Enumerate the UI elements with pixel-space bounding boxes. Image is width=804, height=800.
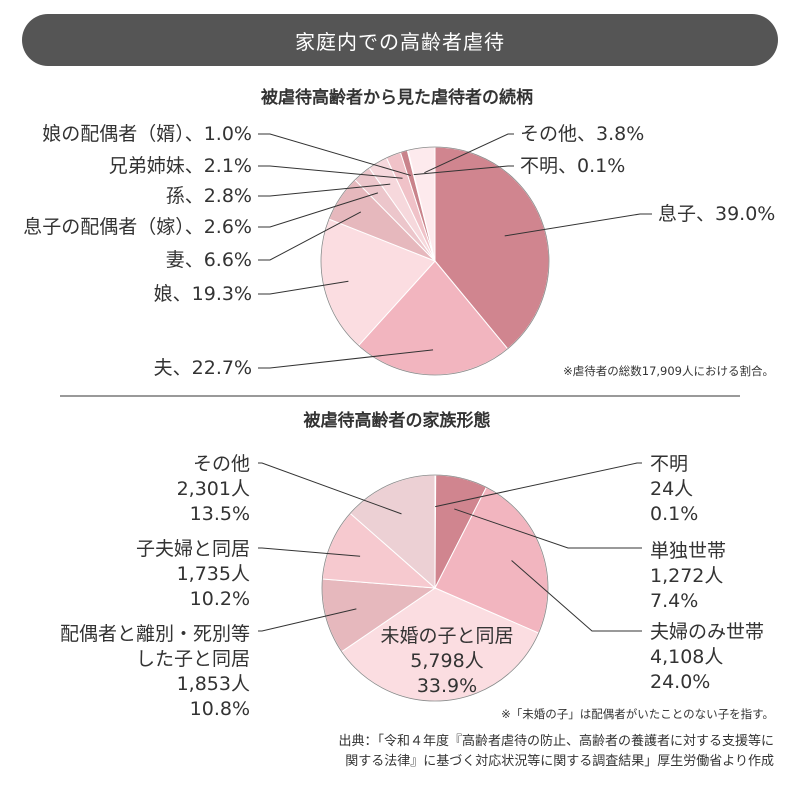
chart2-label-5-1: 1,735人 bbox=[177, 563, 250, 585]
chart1-leader-5 bbox=[258, 183, 391, 197]
chart2-label-1-1: 1,272人 bbox=[650, 565, 723, 587]
chart1-pie: 息子、39.0% 夫、22.7% 娘、19.3% 妻、6.6% 息子の配偶者（嫁）、2.… bbox=[23, 123, 775, 379]
chart2-label-6-2: 13.5% bbox=[190, 503, 250, 525]
chart1-leader-6 bbox=[258, 165, 403, 179]
chart2-label-1-2: 7.4% bbox=[650, 590, 698, 612]
chart2-leader-2 bbox=[511, 560, 642, 632]
chart1-leader-9 bbox=[424, 133, 514, 174]
chart1-leader-0 bbox=[504, 213, 652, 237]
chart2-label-4-3: 10.8% bbox=[190, 698, 250, 720]
chart2-label-3-0: 未婚の子と同居 bbox=[380, 625, 513, 647]
chart2-label-2-0: 夫婦のみ世帯 bbox=[650, 621, 764, 643]
chart2-note: ※「未婚の子」は配偶者がいたことのない子を指す。 bbox=[501, 707, 774, 721]
chart2-label-4-2: 1,853人 bbox=[177, 673, 250, 695]
chart1-label-7: 娘の配偶者（婿）、1.0% bbox=[42, 123, 252, 145]
chart2-label-0-0: 不明 bbox=[650, 453, 688, 475]
chart1-outline bbox=[320, 146, 550, 376]
chart1-label-1: 夫、22.7% bbox=[154, 357, 252, 379]
chart2-label-1-0: 単独世帯 bbox=[650, 540, 726, 562]
page-title-banner: 家庭内での高齢者虐待 bbox=[22, 14, 778, 66]
chart2-label-6-1: 2,301人 bbox=[177, 478, 250, 500]
chart1-label-9: その他、3.8% bbox=[520, 123, 644, 145]
chart1-leader-1 bbox=[258, 349, 434, 369]
chart2-leader-6 bbox=[258, 462, 402, 515]
chart2-label-5-2: 10.2% bbox=[190, 588, 250, 610]
chart1-label-8: 不明、0.1% bbox=[520, 155, 625, 177]
chart2-label-3-2: 33.9% bbox=[417, 675, 477, 697]
chart1-label-0: 息子、39.0% bbox=[658, 203, 775, 225]
chart2-outline bbox=[321, 474, 549, 702]
chart1-label-5: 孫、2.8% bbox=[166, 185, 252, 207]
chart2-leader-4 bbox=[258, 608, 357, 632]
chart1-label-6: 兄弟姉妹、2.1% bbox=[109, 155, 252, 177]
chart2-label-4-0: 配偶者と離別・死別等 bbox=[60, 623, 250, 645]
chart1-leader-2 bbox=[258, 280, 349, 295]
chart1-leader-3 bbox=[258, 211, 362, 261]
chart2-pie: 不明 24人 0.1% 単独世帯 1,272人 7.4% 夫婦のみ世帯 4,108人 24.0%… bbox=[60, 453, 764, 720]
chart2-title: 被虐待高齢者の家族形態 bbox=[304, 410, 491, 431]
chart2-leader-1 bbox=[454, 508, 642, 549]
chart2-leader-5 bbox=[258, 547, 361, 557]
chart2-label-6-0: その他 bbox=[193, 453, 250, 475]
chart1-leader-7 bbox=[258, 133, 411, 176]
chart1-leader-4 bbox=[258, 192, 379, 228]
chart2-label-0-1: 24人 bbox=[650, 478, 693, 500]
chart2-label-5-0: 子夫婦と同居 bbox=[136, 538, 250, 560]
page-title: 家庭内での高齢者虐待 bbox=[295, 29, 505, 54]
chart2-label-4-1: した子と同居 bbox=[136, 648, 250, 670]
chart2-leader-0 bbox=[435, 462, 642, 508]
source-line-2: 関する法律』に基づく対応状況等に関する調査結果」厚生労働省より作成 bbox=[345, 753, 774, 769]
chart2-label-0-2: 0.1% bbox=[650, 503, 698, 525]
chart2-label-3-1: 5,798人 bbox=[410, 650, 483, 672]
chart1-label-2: 娘、19.3% bbox=[154, 283, 252, 305]
chart1-note: ※虐待者の総数17,909人における割合。 bbox=[563, 364, 774, 378]
source-line-1: 出典：「令和４年度『高齢者虐待の防止、高齢者の養護者に対する支援等に bbox=[338, 733, 774, 749]
chart2-label-2-1: 4,108人 bbox=[650, 646, 723, 668]
chart1-leader-8 bbox=[413, 165, 514, 176]
chart2-label-2-2: 24.0% bbox=[650, 671, 710, 693]
chart1-label-3: 妻、6.6% bbox=[166, 249, 252, 271]
chart1-label-4: 息子の配偶者（嫁）、2.6% bbox=[23, 216, 252, 238]
chart1-title: 被虐待高齢者から見た虐待者の続柄 bbox=[261, 87, 533, 108]
